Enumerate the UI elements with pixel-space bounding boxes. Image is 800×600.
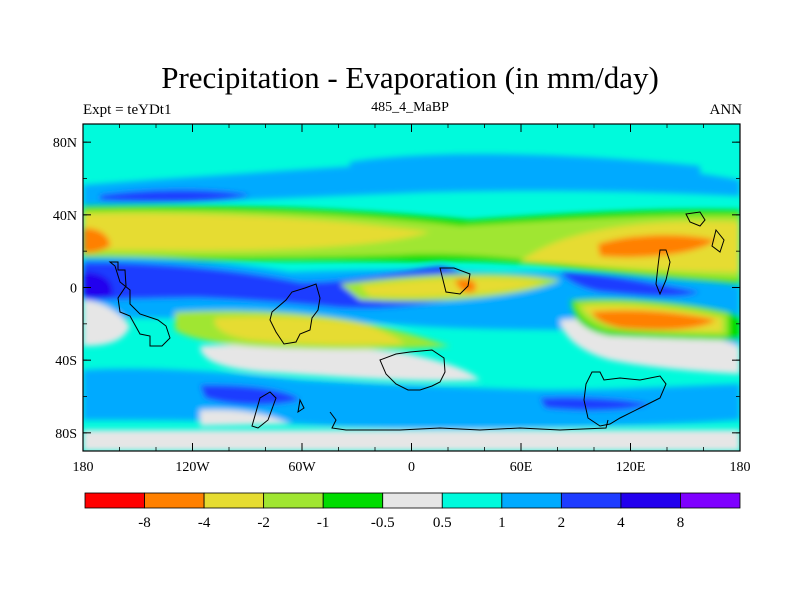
- colorbar-label: 2: [558, 515, 566, 531]
- map-title: Precipitation - Evaporation (in mm/day): [161, 60, 659, 95]
- x-tick-label: 0: [408, 460, 415, 475]
- colorbar-label: 8: [677, 515, 685, 531]
- y-axis: 80N 40N 0 40S 80S: [53, 136, 740, 442]
- y-tick-label: 0: [70, 282, 77, 297]
- colorbar-label: -8: [138, 515, 151, 531]
- outline-equator-block: [439, 267, 471, 295]
- colorbar-swatch: [322, 492, 384, 509]
- x-tick-label: 120W: [175, 460, 210, 475]
- experiment-label: Expt = teYDt1: [83, 102, 172, 118]
- colorbar-swatch: [441, 492, 503, 509]
- precip-evap-field: [83, 124, 740, 451]
- field-s-orange-east: [592, 310, 716, 330]
- outline-gondwana-east: [583, 371, 667, 427]
- outline-north-east: [655, 211, 725, 296]
- y-tick-label: 80N: [53, 136, 77, 151]
- x-tick-label: 120E: [616, 460, 646, 475]
- x-tick-label: 180: [730, 460, 751, 475]
- outline-south-polar: [251, 391, 609, 431]
- y-tick-label: 40N: [53, 209, 77, 224]
- outline-laurasia-west: [108, 261, 171, 347]
- colorbar-swatch: [620, 492, 681, 509]
- field-n-blue-band: [83, 159, 740, 205]
- colorbar-label: -4: [198, 515, 211, 531]
- colorbar-swatch: [680, 492, 741, 509]
- colorbar: -8 -4 -2 -1 -0.5 0.5 1 2 4 8: [84, 492, 741, 531]
- y-tick-label: 80S: [55, 427, 77, 442]
- field-n-orange-atl: [83, 228, 110, 253]
- colorbar-swatch: [263, 492, 324, 509]
- season-label: ANN: [709, 102, 743, 118]
- x-tick-label: 60W: [288, 460, 316, 475]
- field-n-orange-pac: [598, 235, 715, 258]
- x-axis: 180 120W 60W 0 60E 120E 180: [73, 124, 751, 475]
- colorbar-label: 1: [498, 515, 506, 531]
- colorbar-label: 0.5: [433, 515, 452, 531]
- outline-laurasia-central: [269, 283, 321, 345]
- colorbar-swatch: [382, 492, 443, 509]
- field-eq-purple-core: [83, 272, 113, 299]
- y-tick-label: 40S: [55, 354, 77, 369]
- continent-outlines: [108, 211, 725, 431]
- colorbar-swatch: [203, 492, 265, 509]
- field-s-gray-sw: [200, 344, 480, 382]
- field-n-blue-upper: [350, 154, 700, 176]
- field-s-gray-west: [83, 300, 130, 346]
- colorbar-swatch: [144, 492, 205, 509]
- colorbar-label: 4: [617, 515, 625, 531]
- colorbar-label: -0.5: [371, 515, 395, 531]
- outline-gondwana-africa: [379, 349, 446, 391]
- field-n-dark-blob: [100, 189, 250, 203]
- colorbar-label: -1: [317, 515, 330, 531]
- field-s-gray-polar: [83, 409, 740, 451]
- x-tick-label: 180: [73, 460, 94, 475]
- colorbar-swatch: [560, 492, 622, 509]
- period-label: 485_4_MaBP: [371, 100, 449, 115]
- colorbar-label: -2: [257, 515, 270, 531]
- field-eq-orange-patch: [455, 278, 476, 293]
- field-eq-yellow-tongue: [360, 277, 545, 298]
- x-tick-label: 60E: [510, 460, 533, 475]
- field-n-yellow-band: [83, 213, 740, 272]
- colorbar-swatch: [501, 492, 562, 509]
- colorbar-swatch: [84, 492, 145, 509]
- field-s-darkblue-belt: [200, 384, 650, 411]
